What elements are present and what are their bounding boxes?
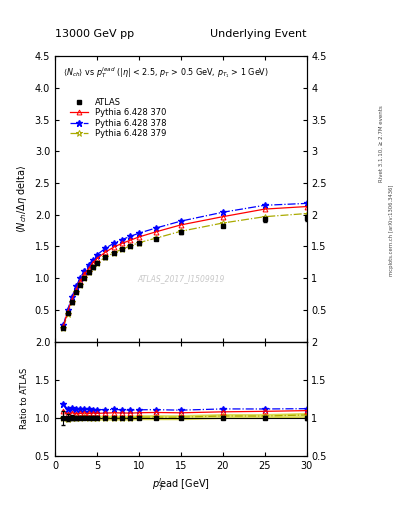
Text: Rivet 3.1.10, ≥ 2.7M events: Rivet 3.1.10, ≥ 2.7M events: [379, 105, 384, 182]
Text: Underlying Event: Underlying Event: [210, 29, 307, 39]
Y-axis label: $\langle N_{ch}/\Delta\eta\ \mathrm{delta}\rangle$: $\langle N_{ch}/\Delta\eta\ \mathrm{delt…: [15, 165, 29, 233]
X-axis label: $p_T^l\!\!$ead [GeV]: $p_T^l\!\!$ead [GeV]: [152, 476, 210, 493]
Text: $\langle N_{ch}\rangle$ vs $p_T^{lead}$ ($|\eta|$ < 2.5, $p_T$ > 0.5 GeV, $p_{T_: $\langle N_{ch}\rangle$ vs $p_T^{lead}$ …: [62, 65, 268, 80]
Y-axis label: Ratio to ATLAS: Ratio to ATLAS: [20, 368, 29, 429]
Text: mcplots.cern.ch [arXiv:1306.3436]: mcplots.cern.ch [arXiv:1306.3436]: [389, 185, 393, 276]
Text: ATLAS_2017_I1509919: ATLAS_2017_I1509919: [137, 274, 224, 283]
Legend: ATLAS, Pythia 6.428 370, Pythia 6.428 378, Pythia 6.428 379: ATLAS, Pythia 6.428 370, Pythia 6.428 37…: [67, 95, 170, 141]
Text: 13000 GeV pp: 13000 GeV pp: [55, 29, 134, 39]
